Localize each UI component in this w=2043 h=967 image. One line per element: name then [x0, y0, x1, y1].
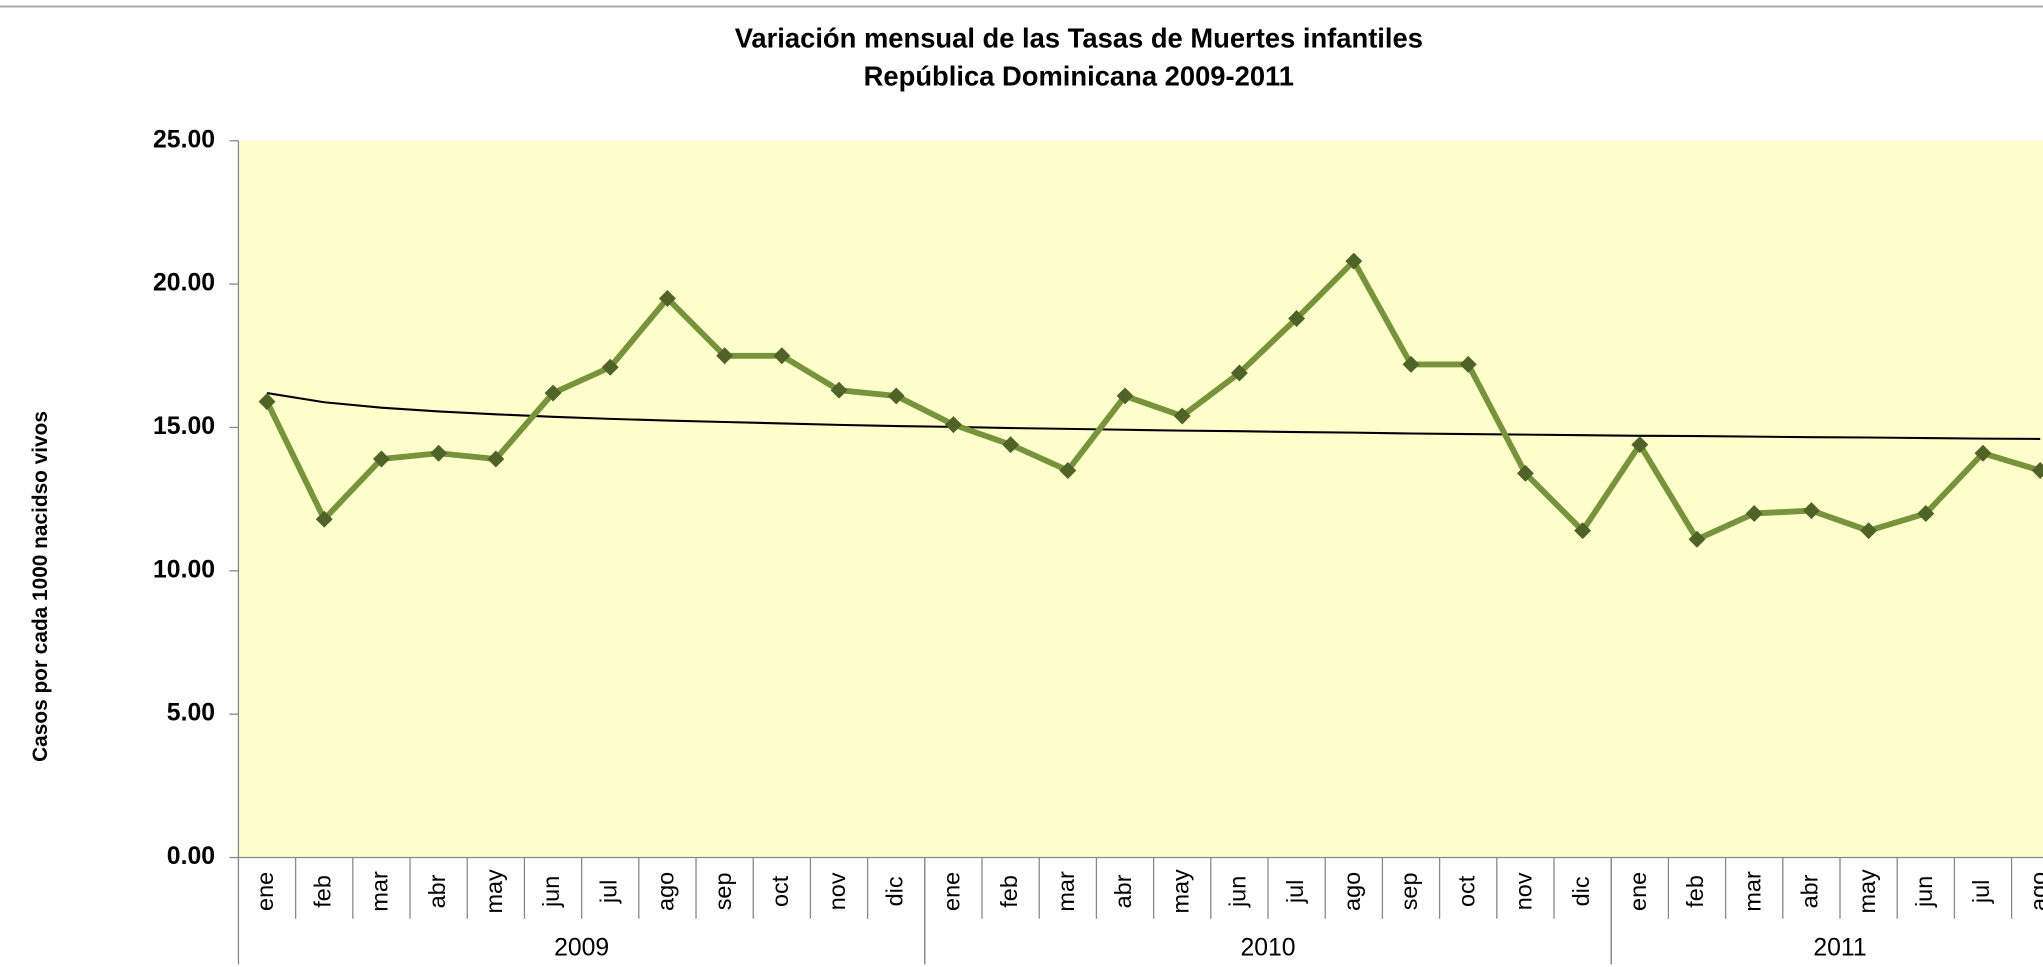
point-marker: [1516, 464, 1534, 482]
x-tick-label: abr: [424, 874, 450, 908]
x-tick-label: sep: [1396, 873, 1422, 911]
y-tick-label: 0.00: [167, 843, 215, 870]
x-tick-label: jul: [1282, 880, 1308, 904]
x-tick-label: mar: [1739, 871, 1765, 912]
year-label: 2010: [1240, 934, 1295, 961]
point-marker: [944, 416, 962, 434]
x-tick-label: mar: [1053, 871, 1079, 912]
x-tick-label: dic: [881, 876, 907, 906]
x-tick-label: feb: [996, 875, 1022, 908]
x-tick-label: jul: [1968, 880, 1994, 904]
point-marker: [1974, 444, 1992, 462]
point-marker: [1802, 502, 1820, 520]
x-tick-label: oct: [1453, 875, 1479, 907]
x-tick-label: jun: [1225, 876, 1251, 908]
x-tick-label: may: [481, 869, 507, 914]
year-label: 2011: [1813, 934, 1866, 961]
x-tick-label: ene: [939, 872, 965, 911]
x-tick-label: ene: [1625, 872, 1651, 911]
y-axis-label: Casos por cada 1000 nacidso vivos: [29, 411, 52, 762]
chart-title: Variación mensual de las Tasas de Muerte…: [735, 23, 1423, 54]
x-tick-label: feb: [1682, 875, 1708, 908]
point-marker: [1745, 505, 1763, 522]
x-tick-label: mar: [367, 871, 393, 912]
point-marker: [1688, 530, 1706, 548]
x-tick-label: ene: [252, 872, 278, 911]
y-tick-label: 25.00: [153, 126, 215, 153]
x-tick-label: ago: [1339, 872, 1365, 911]
x-tick-label: jul: [595, 880, 621, 904]
year-label: 2009: [554, 934, 609, 961]
point-marker: [1574, 522, 1592, 540]
y-tick-label: 15.00: [153, 413, 215, 440]
point-marker: [887, 387, 905, 405]
point-marker: [430, 444, 448, 462]
x-tick-label: oct: [767, 875, 793, 907]
x-tick-label: feb: [309, 875, 335, 908]
point-marker: [1631, 436, 1649, 454]
x-tick-label: abr: [1797, 874, 1823, 908]
point-marker: [830, 381, 848, 399]
trendline: [266, 392, 2041, 440]
point-marker: [1230, 364, 1248, 382]
point-marker: [658, 289, 676, 307]
chart-subtitle: República Dominicana 2009-2011: [864, 60, 1294, 91]
series-line: [264, 258, 2042, 543]
x-tick-label: jun: [1911, 876, 1937, 908]
point-marker: [1860, 522, 1878, 540]
x-tick-label: nov: [824, 872, 850, 910]
y-tick-label: 10.00: [153, 556, 215, 583]
x-tick-label: sep: [710, 873, 736, 911]
x-tick-label: dic: [1568, 876, 1594, 906]
y-tick-label: 20.00: [153, 270, 215, 297]
point-marker: [1002, 436, 1020, 454]
x-tick-label: nov: [1511, 872, 1537, 910]
x-tick-label: ago: [2025, 872, 2043, 911]
x-tick-label: may: [1167, 869, 1193, 914]
x-tick-label: jun: [538, 876, 564, 908]
x-tick-label: abr: [1110, 874, 1136, 908]
point-marker: [1459, 355, 1477, 373]
point-marker: [1059, 461, 1077, 479]
plot-area: [238, 140, 2043, 858]
x-tick-label: ago: [653, 872, 679, 911]
point-marker: [2031, 461, 2043, 479]
y-tick-label: 5.00: [167, 700, 215, 727]
point-marker: [1917, 505, 1935, 522]
point-marker: [601, 358, 619, 376]
x-tick-label: may: [1854, 869, 1880, 914]
